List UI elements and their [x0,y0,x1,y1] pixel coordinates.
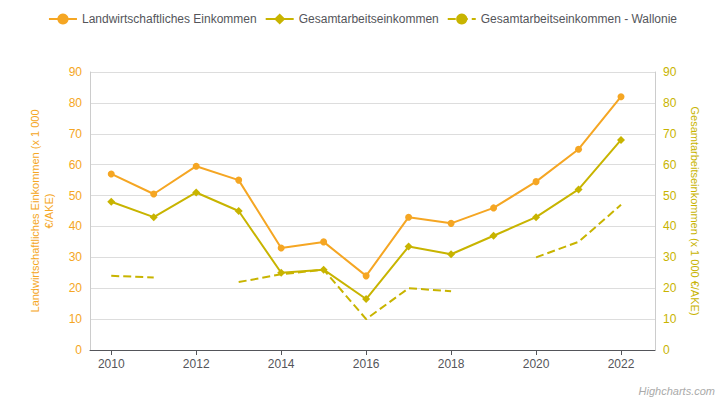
svg-text:Gesamtarbeitseinkommen (x 1 00: Gesamtarbeitseinkommen (x 1 000 €/AKE) [689,106,701,315]
svg-text:80: 80 [663,96,677,110]
svg-text:60: 60 [663,158,677,172]
svg-text:€/AKE): €/AKE) [43,194,55,229]
svg-text:0: 0 [75,343,82,357]
svg-text:40: 40 [663,219,677,233]
svg-text:10: 10 [69,312,83,326]
svg-text:2018: 2018 [438,357,465,371]
svg-text:2022: 2022 [608,357,635,371]
svg-text:Gesamtarbeitseinkommen - Wallo: Gesamtarbeitseinkommen - Wallonie [481,12,678,26]
svg-text:20: 20 [69,281,83,295]
svg-text:Highcharts.com: Highcharts.com [639,385,715,397]
svg-text:0: 0 [663,343,670,357]
svg-text:2014: 2014 [268,357,295,371]
svg-text:30: 30 [69,250,83,264]
svg-text:70: 70 [663,127,677,141]
svg-text:30: 30 [663,250,677,264]
svg-text:90: 90 [69,65,83,79]
svg-text:50: 50 [69,189,83,203]
svg-text:Landwirtschaftliches Einkommen: Landwirtschaftliches Einkommen [82,12,257,26]
svg-text:50: 50 [663,189,677,203]
svg-text:20: 20 [663,281,677,295]
svg-text:40: 40 [69,219,83,233]
svg-text:2020: 2020 [523,357,550,371]
svg-text:10: 10 [663,312,677,326]
svg-text:2012: 2012 [183,357,210,371]
svg-text:90: 90 [663,65,677,79]
svg-text:70: 70 [69,127,83,141]
svg-text:2016: 2016 [353,357,380,371]
svg-text:2010: 2010 [98,357,125,371]
svg-text:80: 80 [69,96,83,110]
svg-text:Gesamtarbeitseinkommen: Gesamtarbeitseinkommen [299,12,439,26]
svg-text:60: 60 [69,158,83,172]
svg-text:Landwirtschaftliches Einkommen: Landwirtschaftliches Einkommen (x 1 000 [29,110,41,313]
